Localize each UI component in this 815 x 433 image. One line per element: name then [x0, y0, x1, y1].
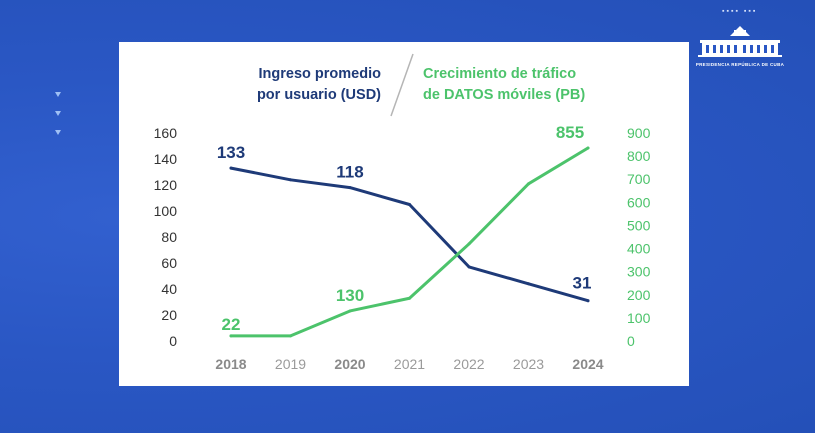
series-line-traffic	[229, 146, 590, 338]
y-right-tick-label: 500	[627, 217, 651, 233]
y-right-tick-label: 700	[627, 171, 651, 187]
y-right-tick-label: 800	[627, 148, 651, 164]
chart-title-right: Crecimiento de tráfico	[423, 66, 576, 82]
decor-dots: ▪▪▪▪ ▪▪▪	[722, 8, 758, 15]
palace-building-icon	[698, 26, 782, 57]
y-left-tick-label: 140	[154, 151, 178, 167]
y-right-tick-label: 400	[627, 241, 651, 257]
data-point	[467, 265, 471, 269]
data-point	[348, 186, 352, 190]
y-right-tick-label: 900	[627, 125, 651, 141]
data-point	[348, 309, 352, 313]
x-tick-label: 2023	[513, 356, 544, 372]
y-left-tick-label: 0	[169, 333, 177, 349]
x-tick-label: 2024	[572, 356, 603, 372]
y-left-tick-label: 100	[154, 203, 178, 219]
data-label-revenue: 31	[573, 274, 592, 293]
data-label-traffic: 22	[222, 315, 241, 334]
data-point	[527, 282, 530, 286]
triangle-marker-icon	[55, 111, 61, 116]
x-tick-label: 2020	[334, 356, 365, 372]
chart-title-left: Ingreso promedio	[259, 66, 382, 82]
side-markers	[55, 92, 61, 149]
data-label-revenue: 118	[336, 163, 363, 182]
x-tick-label: 2022	[453, 356, 484, 372]
data-label-revenue: 133	[217, 143, 245, 162]
x-tick-label: 2019	[275, 356, 306, 372]
data-point	[467, 242, 471, 246]
logo-caption: PRESIDENCIA REPÚBLICA DE CUBA	[695, 62, 785, 67]
y-right-tick-label: 300	[627, 264, 651, 280]
chart-title-left: por usuario (USD)	[257, 87, 381, 103]
data-label-traffic: 855	[556, 123, 584, 142]
chart-panel: Ingreso promedio por usuario (USD) Crecimi…	[119, 42, 689, 386]
data-point	[408, 203, 411, 206]
x-tick-label: 2021	[394, 356, 425, 372]
data-point	[408, 296, 411, 300]
data-point	[289, 178, 292, 182]
chart-title-right: de DATOS móviles (PB)	[423, 87, 585, 103]
data-point	[586, 299, 590, 303]
data-point	[586, 146, 590, 150]
y-right-tick-label: 0	[627, 333, 635, 349]
presidency-logo: ▪▪▪▪ ▪▪▪ PRESIDENCIA REPÚBLICA DE CUBA	[690, 6, 790, 68]
y-left-tick-label: 40	[161, 281, 177, 297]
y-left-tick-label: 80	[161, 229, 177, 245]
data-point	[527, 182, 530, 186]
y-right-tick-label: 200	[627, 287, 651, 303]
data-point	[229, 334, 233, 338]
y-right-tick-label: 100	[627, 310, 651, 326]
triangle-marker-icon	[55, 92, 61, 97]
y-left-tick-label: 120	[154, 177, 178, 193]
title-divider	[390, 53, 414, 117]
y-right-tick-label: 600	[627, 194, 651, 210]
data-label-traffic: 130	[336, 286, 364, 305]
y-left-tick-label: 160	[154, 125, 178, 141]
y-left-tick-label: 20	[161, 307, 177, 323]
data-point	[289, 334, 292, 338]
line-chart: Ingreso promedio por usuario (USD) Crecimi…	[154, 53, 651, 372]
data-point	[229, 166, 233, 170]
y-left-tick-label: 60	[161, 255, 177, 271]
series-line-revenue	[229, 166, 590, 303]
x-tick-label: 2018	[215, 356, 246, 372]
triangle-marker-icon	[55, 130, 61, 135]
